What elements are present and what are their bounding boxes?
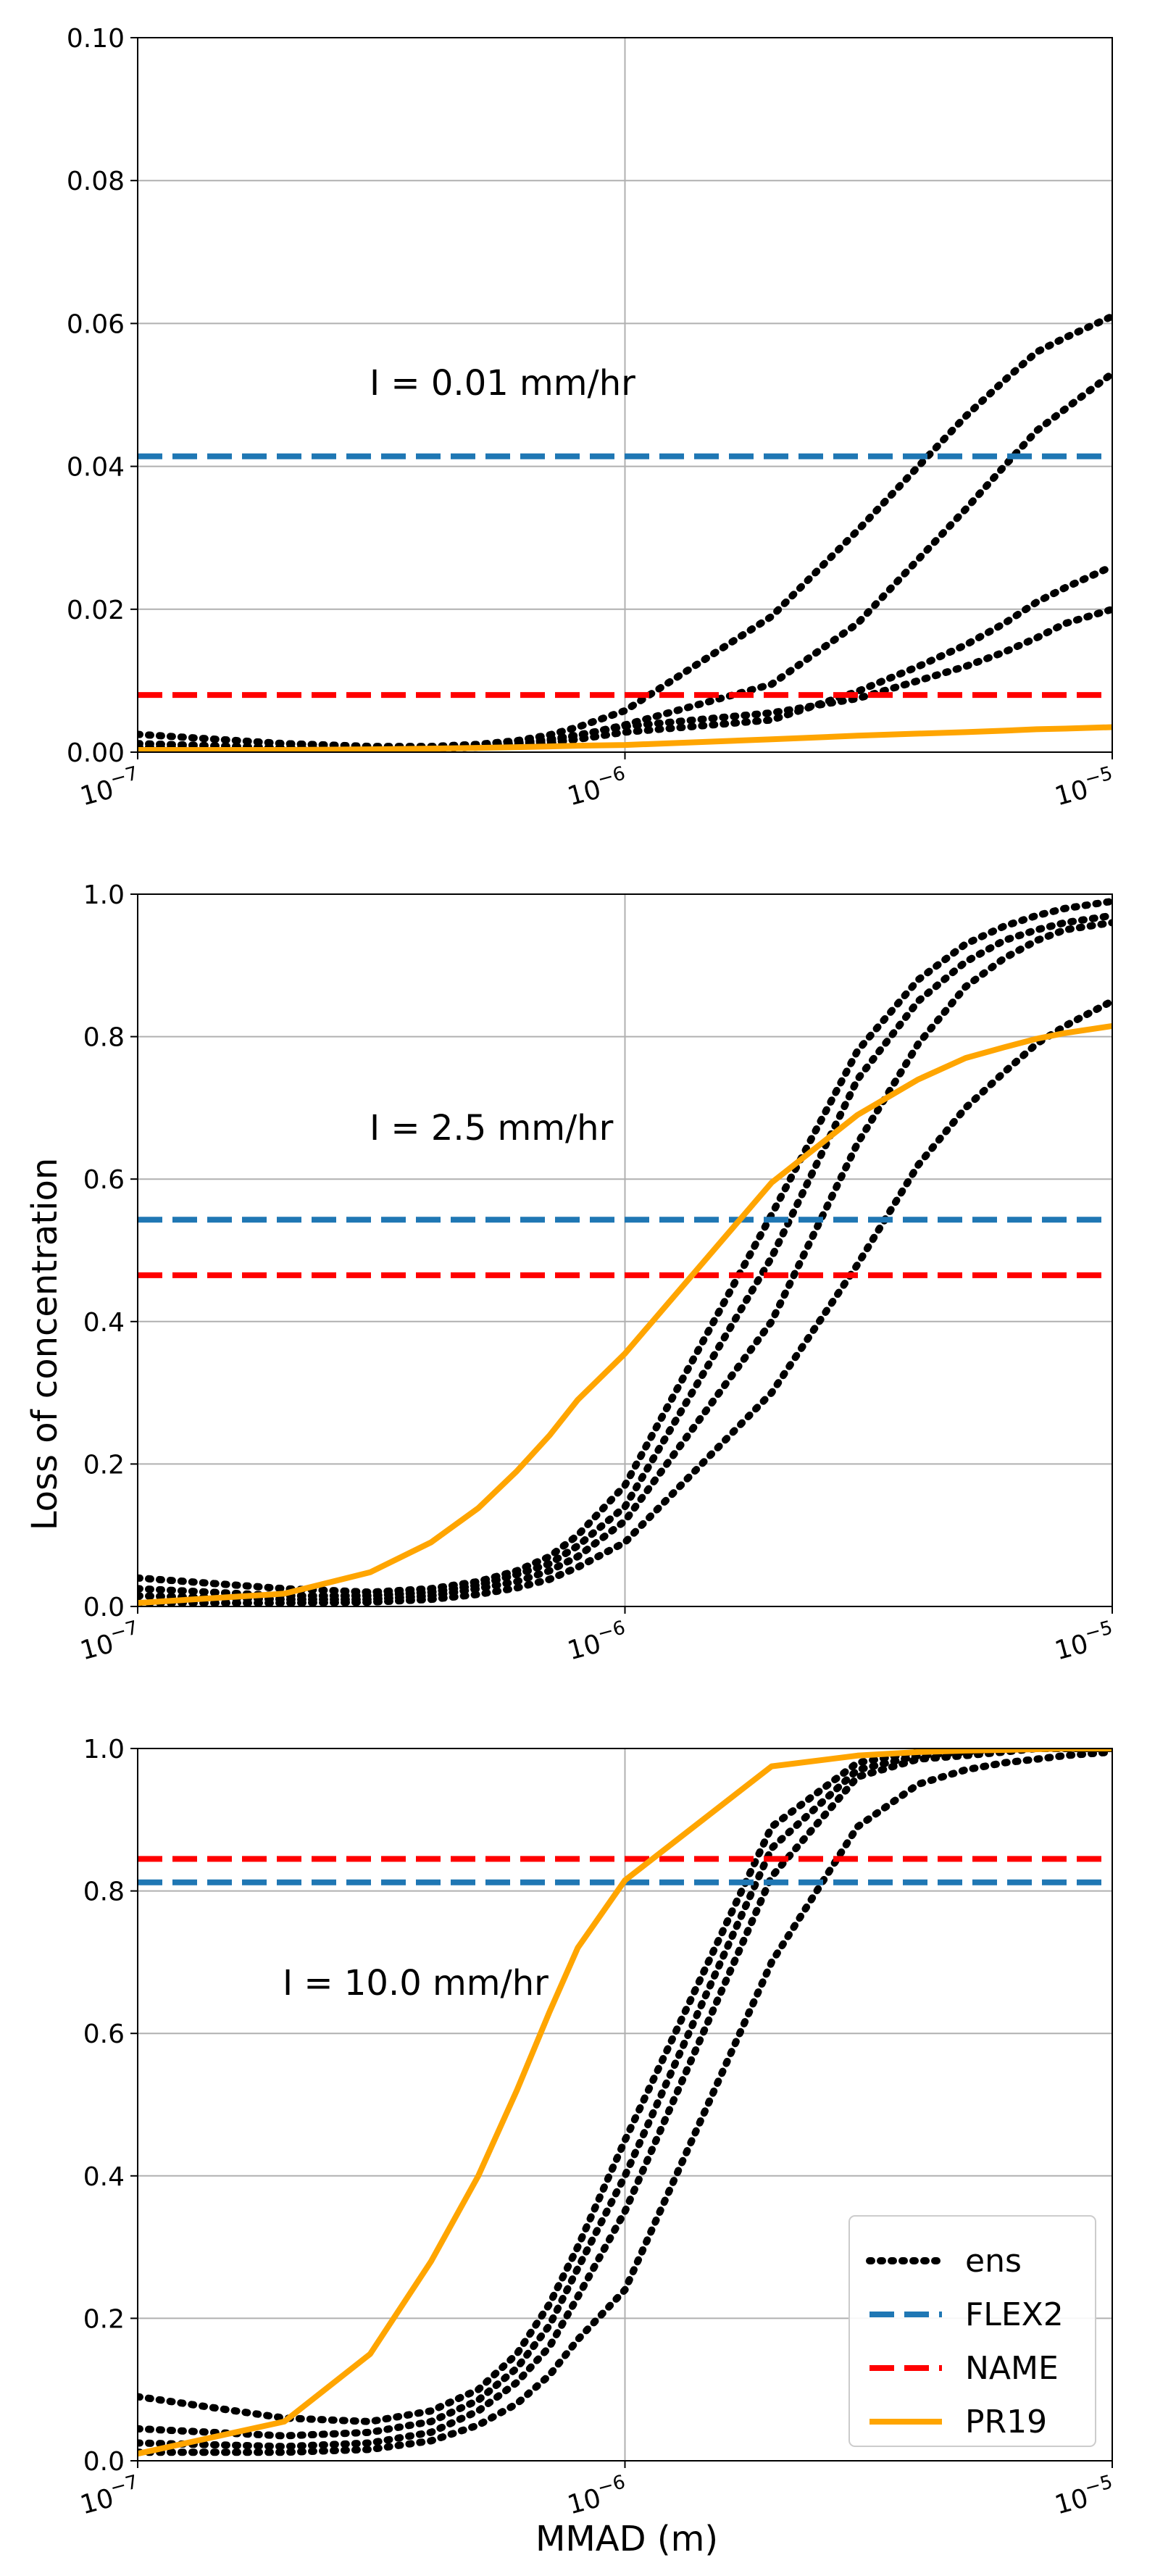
- y-tick-label: 0.4: [83, 1308, 125, 1338]
- intensity-annotation: I = 2.5 mm/hr: [370, 1108, 614, 1149]
- legend-box: [848, 2215, 1096, 2447]
- y-tick-label: 0.8: [83, 1877, 125, 1907]
- x-tick-label: 10−5: [1051, 1617, 1119, 1666]
- x-tick-label: 10−7: [76, 2471, 144, 2520]
- legend: ens FLEX2 NAME PR19: [848, 2215, 1096, 2447]
- y-tick-label: 0.0: [83, 1593, 125, 1622]
- y-tick-label: 1.0: [83, 880, 125, 910]
- intensity-annotation: I = 0.01 mm/hr: [370, 363, 635, 404]
- x-tick-label: 10−7: [76, 762, 144, 812]
- y-tick-label: 0.00: [67, 738, 125, 768]
- series-ens-line: [138, 1748, 1112, 2425]
- y-tick-label: 0.0: [83, 2447, 125, 2477]
- y-tick-label: 0.02: [67, 596, 125, 625]
- y-tick-label: 0.6: [83, 2019, 125, 2049]
- panel-3: 0.0 0.2 0.4 0.6 0.8 1.0 10−7 10−6 10−5 I = 10.0 m…: [76, 1735, 1119, 2520]
- series-ens-line: [138, 997, 1112, 1606]
- x-tick-label: 10−6: [563, 2471, 631, 2520]
- panel-2: 0.0 0.2 0.4 0.6 0.8 1.0 10−7 10−6 10−5 I = 2.5 mm…: [76, 880, 1119, 1666]
- series-pr19-line: [138, 724, 1112, 752]
- y-tick-label: 1.0: [83, 1735, 125, 1764]
- panel-1: 0.00 0.02 0.04 0.06 0.08 0.10 10−7 10−6 10−5 I = …: [67, 24, 1119, 812]
- y-tick-label: 0.4: [83, 2162, 125, 2192]
- x-tick-label: 10−6: [563, 762, 631, 812]
- x-tick-label: 10−5: [1051, 762, 1119, 812]
- legend-label-name: NAME: [965, 2350, 1059, 2387]
- y-tick-label: 0.2: [83, 2304, 125, 2334]
- y-tick-label: 0.6: [83, 1165, 125, 1195]
- y-tick-label: 0.06: [67, 309, 125, 339]
- y-tick-label: 0.2: [83, 1450, 125, 1480]
- x-tick-label: 10−5: [1051, 2471, 1119, 2520]
- intensity-annotation: I = 10.0 mm/hr: [283, 1963, 549, 2004]
- series-pr19-line: [138, 1022, 1112, 1606]
- series-ens-line: [138, 1748, 1112, 2440]
- y-tick-label: 0.04: [67, 453, 125, 483]
- y-tick-label: 0.08: [67, 167, 125, 196]
- y-axis-label: Loss of concentration: [25, 1158, 65, 1531]
- y-tick-label: 0.8: [83, 1023, 125, 1053]
- series-pr19-line: [138, 1748, 1112, 2457]
- x-tick-label: 10−6: [563, 1617, 631, 1666]
- legend-label-pr19: PR19: [965, 2404, 1047, 2440]
- legend-label-flex2: FLEX2: [965, 2296, 1064, 2333]
- x-tick-label: 10−7: [76, 1617, 144, 1666]
- y-tick-label: 0.10: [67, 24, 125, 54]
- series-ens-line: [138, 1748, 1112, 2456]
- legend-label-ens: ens: [965, 2243, 1022, 2280]
- x-axis-label: MMAD (m): [535, 2519, 718, 2559]
